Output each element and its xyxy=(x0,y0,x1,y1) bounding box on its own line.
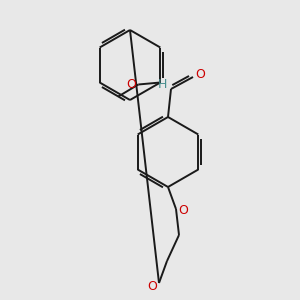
Text: O: O xyxy=(147,280,157,292)
Text: O: O xyxy=(195,68,205,82)
Text: O: O xyxy=(178,205,188,218)
Text: H: H xyxy=(157,79,167,92)
Text: O: O xyxy=(126,78,136,91)
